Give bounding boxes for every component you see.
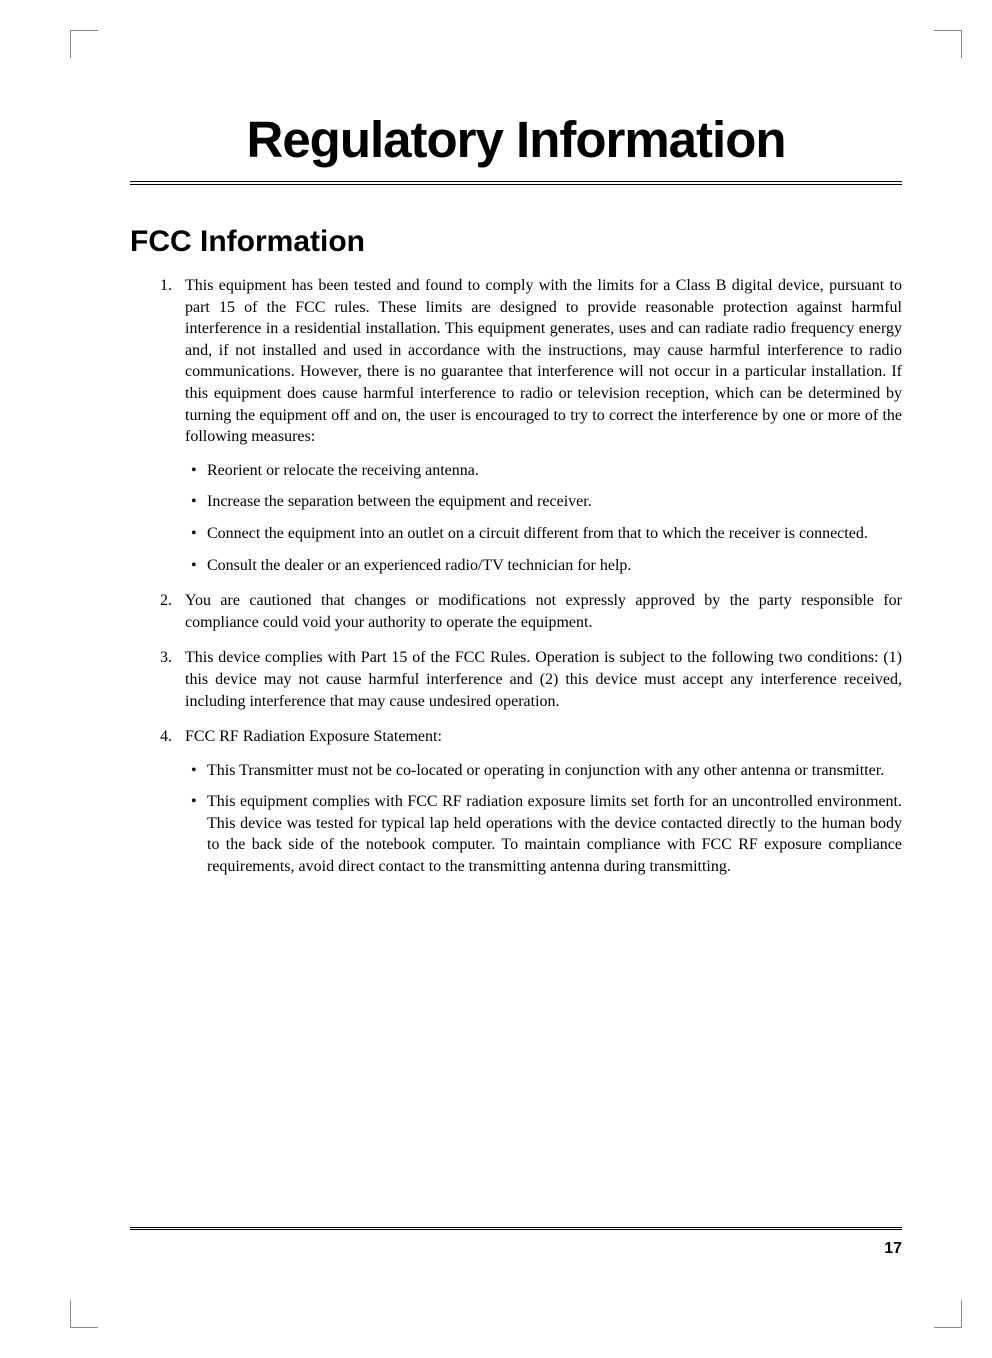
page-number: 17 — [130, 1240, 902, 1258]
page-footer: 17 — [130, 1227, 902, 1258]
item-number: 2. — [160, 590, 172, 612]
bullet-item: This equipment complies with FCC RF radi… — [185, 791, 902, 877]
item-number: 1. — [160, 275, 172, 297]
footer-divider — [130, 1227, 902, 1230]
item-text: You are cautioned that changes or modifi… — [185, 592, 902, 631]
title-divider — [130, 181, 902, 185]
item-text: FCC RF Radiation Exposure Statement: — [185, 728, 442, 745]
bullet-item: Consult the dealer or an experienced rad… — [185, 555, 902, 577]
item-number: 3. — [160, 647, 172, 669]
bullet-item: Reorient or relocate the receiving anten… — [185, 460, 902, 482]
section-title: FCC Information — [130, 225, 902, 259]
list-item: 2. You are cautioned that changes or modi… — [160, 590, 902, 633]
item-number: 4. — [160, 726, 172, 748]
list-item: 3. This device complies with Part 15 of t… — [160, 647, 902, 712]
bullet-list: Reorient or relocate the receiving anten… — [185, 460, 902, 576]
bullet-item: Connect the equipment into an outlet on … — [185, 523, 902, 545]
list-item: 4. FCC RF Radiation Exposure Statement: Th… — [160, 726, 902, 878]
bullet-item: Increase the separation between the equi… — [185, 491, 902, 513]
bullet-list: This Transmitter must not be co-located … — [185, 760, 902, 878]
bullet-item: This Transmitter must not be co-located … — [185, 760, 902, 782]
item-text: This equipment has been tested and found… — [185, 277, 902, 445]
content-body: 1. This equipment has been tested and fou… — [130, 275, 902, 878]
list-item: 1. This equipment has been tested and fou… — [160, 275, 902, 576]
numbered-list: 1. This equipment has been tested and fou… — [160, 275, 902, 878]
chapter-title: Regulatory Information — [130, 110, 902, 169]
item-text: This device complies with Part 15 of the… — [185, 649, 902, 709]
